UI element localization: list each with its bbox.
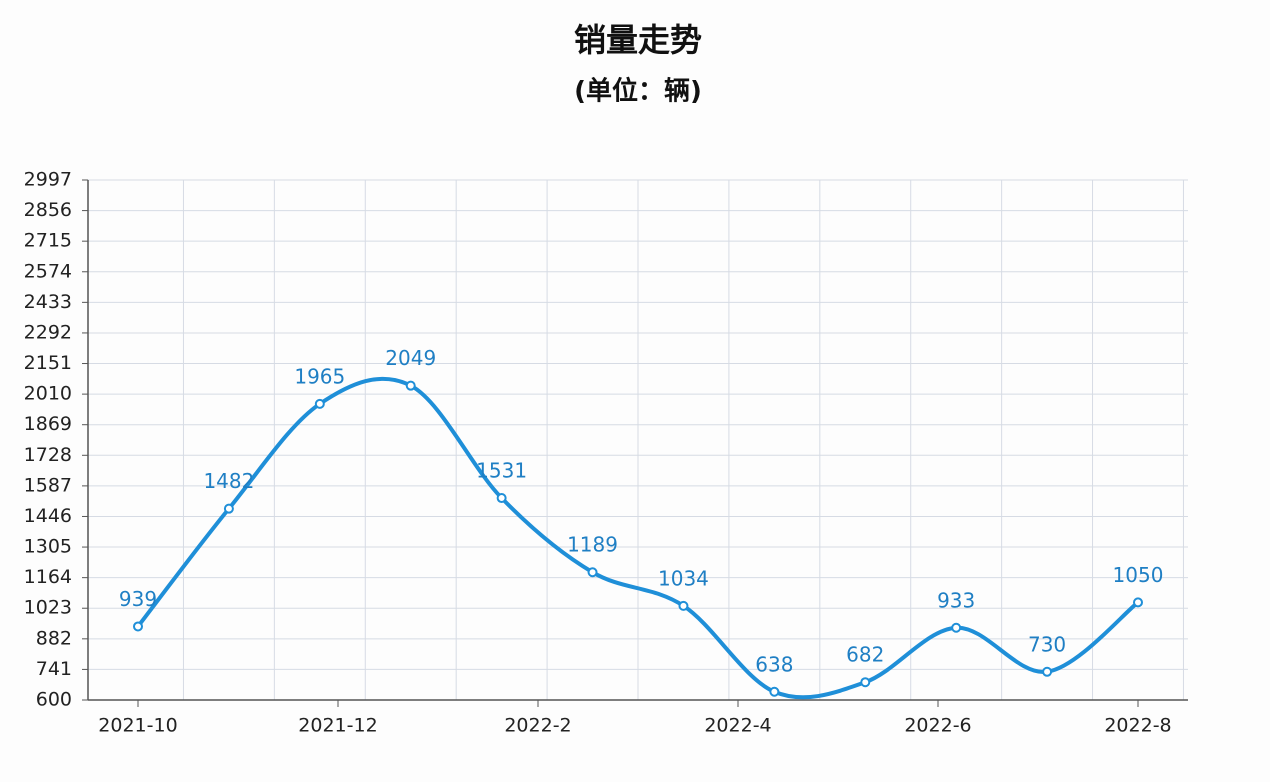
point — [223, 503, 234, 514]
x-tick-label: 2021-12 — [298, 715, 377, 737]
point — [678, 600, 689, 611]
y-tick-label: 1728 — [24, 444, 72, 466]
y-tick-label: 1869 — [24, 413, 72, 435]
point — [1133, 597, 1143, 608]
data-label: 933 — [937, 588, 975, 612]
data-label: 939 — [119, 587, 157, 611]
x-tick-label: 2022-8 — [1104, 715, 1171, 737]
chart-subtitle: (单位：辆) — [574, 76, 702, 107]
y-tick-label: 1164 — [24, 566, 72, 588]
data-label: 638 — [755, 652, 793, 676]
y-tick-label: 2010 — [24, 383, 72, 405]
data-label: 2049 — [385, 346, 436, 370]
y-tick-label: 1023 — [24, 597, 72, 619]
data-label: 682 — [846, 643, 884, 667]
point — [1042, 666, 1053, 677]
point — [133, 621, 143, 632]
y-tick-label: 2715 — [24, 230, 72, 252]
data-label: 1965 — [294, 364, 345, 388]
point — [587, 567, 598, 578]
point — [405, 380, 416, 391]
data-label: 1482 — [203, 469, 254, 493]
y-tick-label: 2292 — [24, 321, 72, 343]
point — [314, 398, 325, 409]
point — [769, 686, 780, 697]
y-tick-label: 2574 — [24, 260, 72, 282]
data-label: 1050 — [1113, 563, 1164, 587]
y-tick-label: 1305 — [24, 536, 72, 558]
chart-title: 销量走势 — [574, 21, 702, 59]
y-tick-label: 882 — [36, 627, 72, 649]
data-label: 1531 — [476, 459, 527, 483]
point — [860, 677, 871, 688]
y-tick-label: 1587 — [24, 474, 72, 496]
y-tick-label: 741 — [36, 658, 72, 680]
point — [496, 493, 507, 504]
data-label: 1034 — [658, 566, 709, 590]
y-tick-label: 2151 — [24, 352, 72, 374]
y-tick-label: 1446 — [24, 505, 72, 527]
data-label: 1189 — [567, 533, 618, 557]
x-tick-label: 2022-2 — [504, 715, 571, 737]
y-tick-label: 2997 — [24, 169, 72, 191]
x-tick-label: 2022-6 — [904, 715, 971, 737]
x-tick-label: 2022-4 — [704, 715, 771, 737]
y-tick-label: 2433 — [24, 291, 72, 313]
data-label: 730 — [1028, 632, 1066, 656]
point — [951, 622, 962, 633]
y-tick-label: 600 — [36, 689, 72, 711]
x-tick-label: 2021-10 — [98, 715, 177, 737]
y-tick-label: 2856 — [24, 199, 72, 221]
